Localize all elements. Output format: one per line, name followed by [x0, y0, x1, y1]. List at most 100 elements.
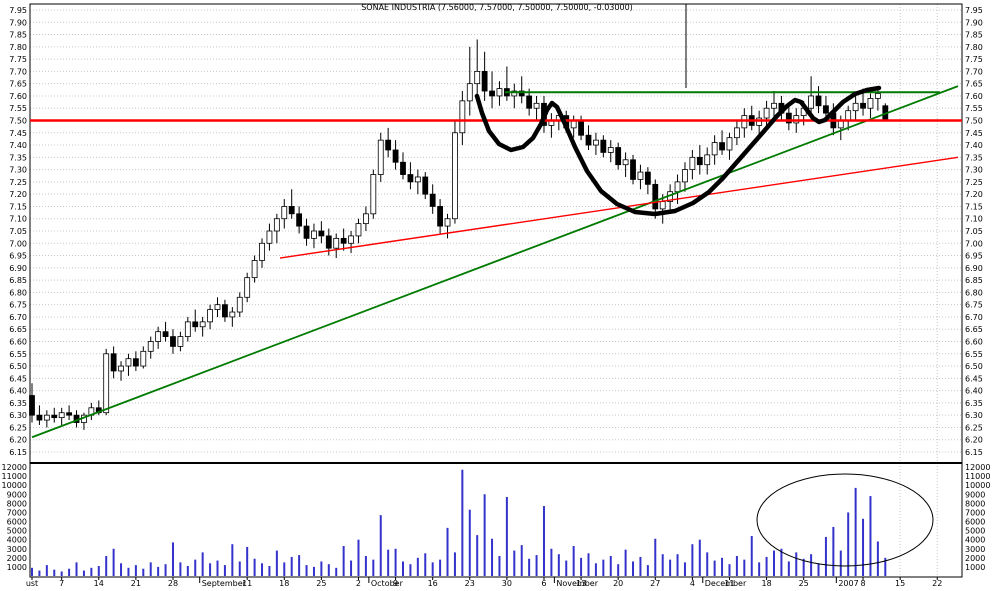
cup-handle-curve	[474, 85, 882, 217]
volume-bar	[186, 566, 189, 576]
volume-bar	[483, 494, 486, 576]
candle-body	[860, 102, 866, 109]
candle-body	[51, 414, 58, 419]
price-tick-label: 7.80	[965, 43, 983, 52]
volume-bar	[127, 567, 130, 576]
candle-body	[377, 139, 384, 175]
price-tick-label: 6.45	[965, 374, 983, 383]
volume-bar	[758, 562, 761, 576]
volume-bar	[654, 538, 657, 576]
x-week-label: ust	[26, 579, 38, 588]
volume-tick-label: 7000	[965, 508, 985, 517]
candle-body	[726, 137, 733, 151]
price-tick-label: 6.35	[9, 399, 27, 408]
volume-tick-label: 11000	[2, 472, 27, 481]
price-tick-label: 7.70	[9, 67, 27, 76]
volume-bar	[342, 546, 345, 576]
x-week-label: 28	[168, 579, 178, 588]
price-tick-label: 6.95	[9, 252, 27, 261]
price-tick-label: 7.25	[965, 178, 983, 187]
candle-body	[607, 147, 614, 153]
volume-bar	[171, 542, 174, 576]
volume-bar	[565, 560, 568, 576]
price-tick-label: 7.55	[9, 104, 27, 113]
x-week-label: 7	[59, 579, 64, 588]
candle-body	[711, 142, 718, 156]
volume-tick-label: 6000	[965, 518, 985, 527]
candle-body	[244, 277, 251, 298]
volume-tick-label: 6000	[7, 518, 27, 527]
volume-bar	[854, 487, 857, 576]
volume-bar	[179, 562, 182, 576]
candle-body	[110, 353, 117, 372]
volume-tick-label: 9000	[965, 490, 985, 499]
price-tick-label: 6.70	[965, 313, 983, 322]
volume-bar	[587, 553, 590, 576]
candle-body	[392, 149, 399, 163]
price-tick-label: 6.70	[9, 313, 27, 322]
candle-body	[578, 120, 584, 136]
chart-frame	[29, 3, 963, 578]
price-tick-label: 7.50	[965, 117, 983, 126]
candle-body	[400, 161, 406, 175]
candle-body	[644, 171, 651, 185]
volume-bar	[350, 560, 353, 576]
volume-bar	[105, 556, 108, 576]
candle-body	[259, 242, 265, 261]
candle-body	[867, 98, 874, 109]
price-axis-right: 6.15 6.20 6.25 6.30 6.35 6.40 6.45 6.50 6.55 6.60…	[965, 6, 983, 457]
price-tick-label: 6.30	[965, 411, 983, 420]
candle-body	[281, 206, 288, 220]
volume-bar	[735, 556, 738, 576]
x-week-label: 16	[428, 579, 438, 588]
x-week-label: 18	[279, 579, 289, 588]
price-tick-label: 6.45	[9, 374, 27, 383]
volume-bar	[424, 553, 427, 576]
candle-body	[311, 230, 317, 239]
price-tick-label: 7.55	[965, 104, 983, 113]
volume-bar	[45, 565, 48, 576]
x-week-label: 30	[502, 579, 512, 588]
candle-body	[622, 159, 629, 166]
candle-body	[615, 147, 622, 166]
volume-bar	[31, 567, 33, 576]
volume-bar	[639, 556, 642, 576]
price-tick-label: 7.45	[9, 129, 27, 138]
volume-bar	[305, 565, 308, 576]
volume-bar	[290, 556, 293, 576]
volume-bar	[201, 552, 204, 576]
x-week-label: 15	[895, 579, 905, 588]
candle-body	[147, 341, 154, 352]
candle-body	[385, 139, 392, 151]
volume-bar	[82, 570, 85, 576]
volume-bar	[609, 556, 612, 576]
volume-bar	[728, 564, 731, 576]
candle-body	[630, 159, 636, 180]
price-tick-label: 7.65	[965, 80, 983, 89]
volume-bar	[134, 565, 137, 576]
price-tick-label: 6.30	[9, 411, 27, 420]
x-week-label: 13	[576, 579, 586, 588]
x-week-label: 2	[356, 579, 361, 588]
volume-ellipse	[756, 473, 934, 567]
volume-bar	[194, 559, 197, 576]
volume-bar	[209, 563, 212, 576]
price-tick-label: 7.15	[965, 202, 983, 211]
volume-bar	[691, 544, 694, 576]
x-week-label: 27	[650, 579, 660, 588]
candle-body	[184, 321, 191, 337]
price-tick-label: 7.40	[9, 141, 27, 150]
volume-bar	[862, 518, 865, 576]
price-tick-label: 6.20	[9, 436, 27, 445]
price-tick-label: 7.70	[965, 67, 983, 76]
candle-body	[704, 154, 711, 166]
price-tick-label: 7.90	[965, 18, 983, 27]
volume-bar	[372, 559, 375, 576]
candle-body	[852, 102, 859, 112]
volume-bar	[721, 557, 724, 576]
overlay-lines	[30, 4, 962, 439]
price-tick-label: 7.10	[9, 215, 27, 224]
candle-body	[214, 304, 221, 310]
volume-bar	[283, 562, 286, 576]
